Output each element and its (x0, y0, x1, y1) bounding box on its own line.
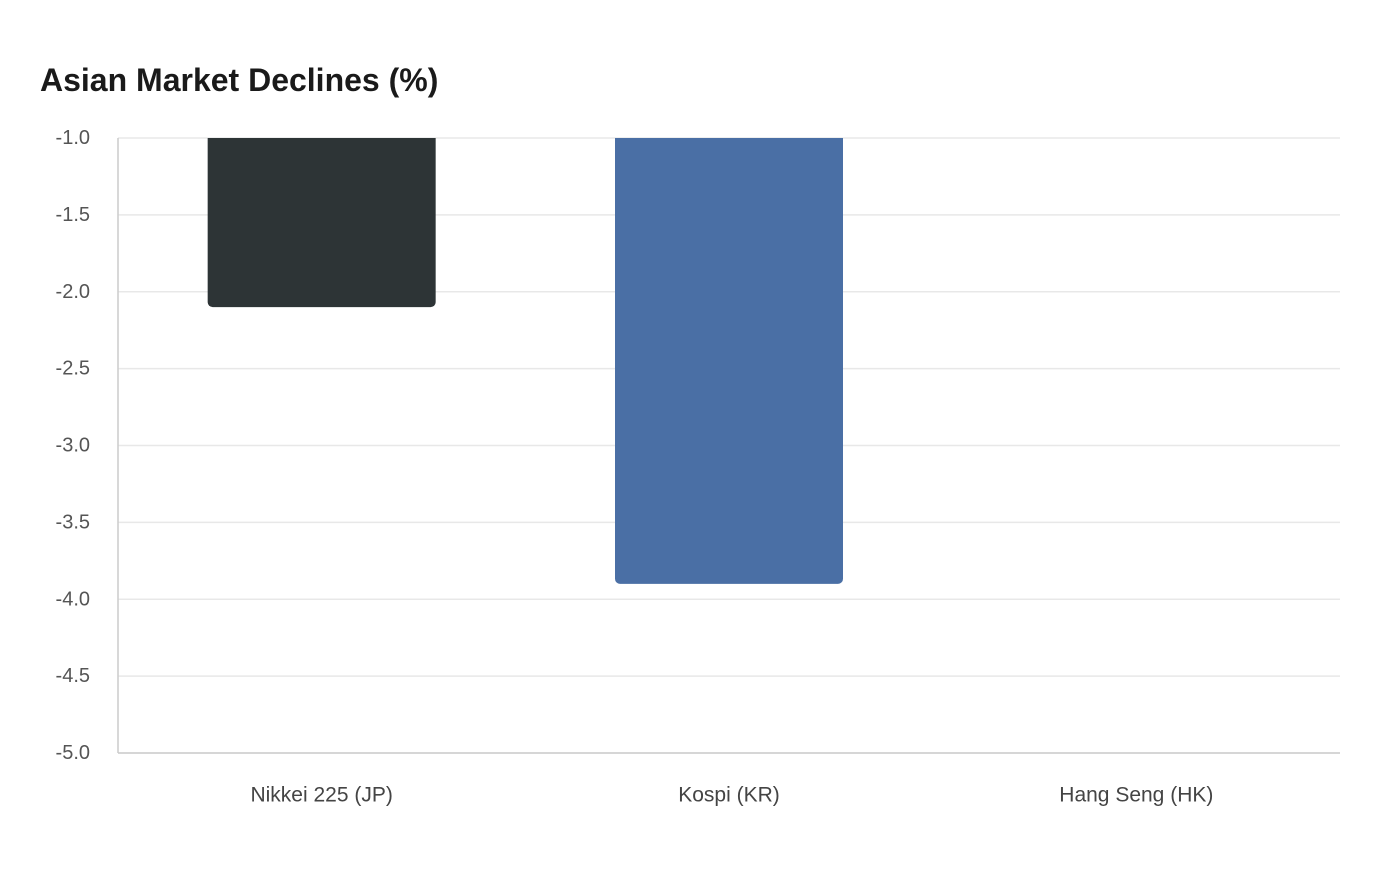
x-category-label: Nikkei 225 (JP) (250, 784, 392, 807)
y-tick-label: -2.0 (56, 281, 90, 303)
y-tick-label: -4.5 (56, 665, 90, 687)
y-tick-label: -3.0 (56, 435, 90, 457)
y-tick-label: -1.0 (56, 127, 90, 149)
bar-kospi-kr (615, 138, 843, 584)
y-tick-label: -1.5 (56, 204, 90, 226)
axes (117, 138, 1340, 754)
chart-title: Asian Market Declines (%) (40, 62, 439, 98)
bar-nikkei-225-jp (207, 138, 436, 308)
bars (207, 138, 843, 584)
y-tick-labels: -1.0 -1.5 -2.0 -2.5 -3.0 -3.5 -4.0 -4.5 -5.0 (56, 127, 90, 764)
x-category-label: Kospi (KR) (678, 784, 780, 807)
y-tick-label: -4.0 (56, 588, 90, 610)
y-tick-label: -2.5 (56, 358, 90, 380)
x-category-label: Hang Seng (HK) (1059, 784, 1213, 807)
y-tick-label: -5.0 (56, 742, 90, 764)
x-category-labels: Nikkei 225 (JP) Kospi (KR) Hang Seng (HK) (250, 784, 1213, 807)
y-tick-label: -3.5 (56, 511, 90, 533)
